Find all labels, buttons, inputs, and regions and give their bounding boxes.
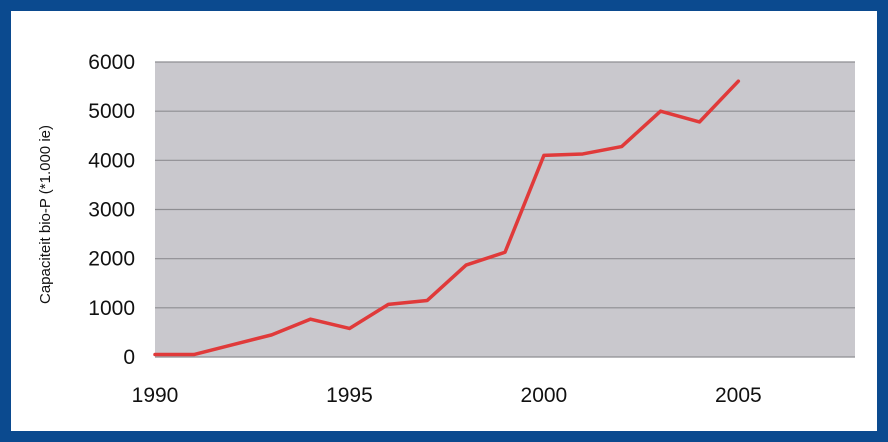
y-axis-label: Capaciteit bio-P (*1.000 ie) [37,125,54,304]
y-tick-label: 6000 [88,51,135,74]
x-tick-label: 2005 [715,384,762,407]
x-axis-tick-labels: 1990 1995 2000 2005 [132,384,762,407]
series-line [153,79,741,357]
gridlines [155,61,855,358]
y-tick-label: 4000 [88,149,135,172]
y-tick-label: 1000 [88,297,135,320]
series-line-group [153,79,741,357]
y-tick-label: 5000 [88,100,135,123]
y-tick-label: 3000 [88,199,135,222]
x-tick-label: 1995 [326,384,373,407]
y-axis-tick-labels: 0 1000 2000 3000 4000 5000 6000 [88,51,135,369]
y-tick-label: 2000 [88,248,135,271]
x-tick-label: 2000 [521,384,568,407]
y-tick-label: 0 [123,346,135,369]
x-tick-label: 1990 [132,384,179,407]
